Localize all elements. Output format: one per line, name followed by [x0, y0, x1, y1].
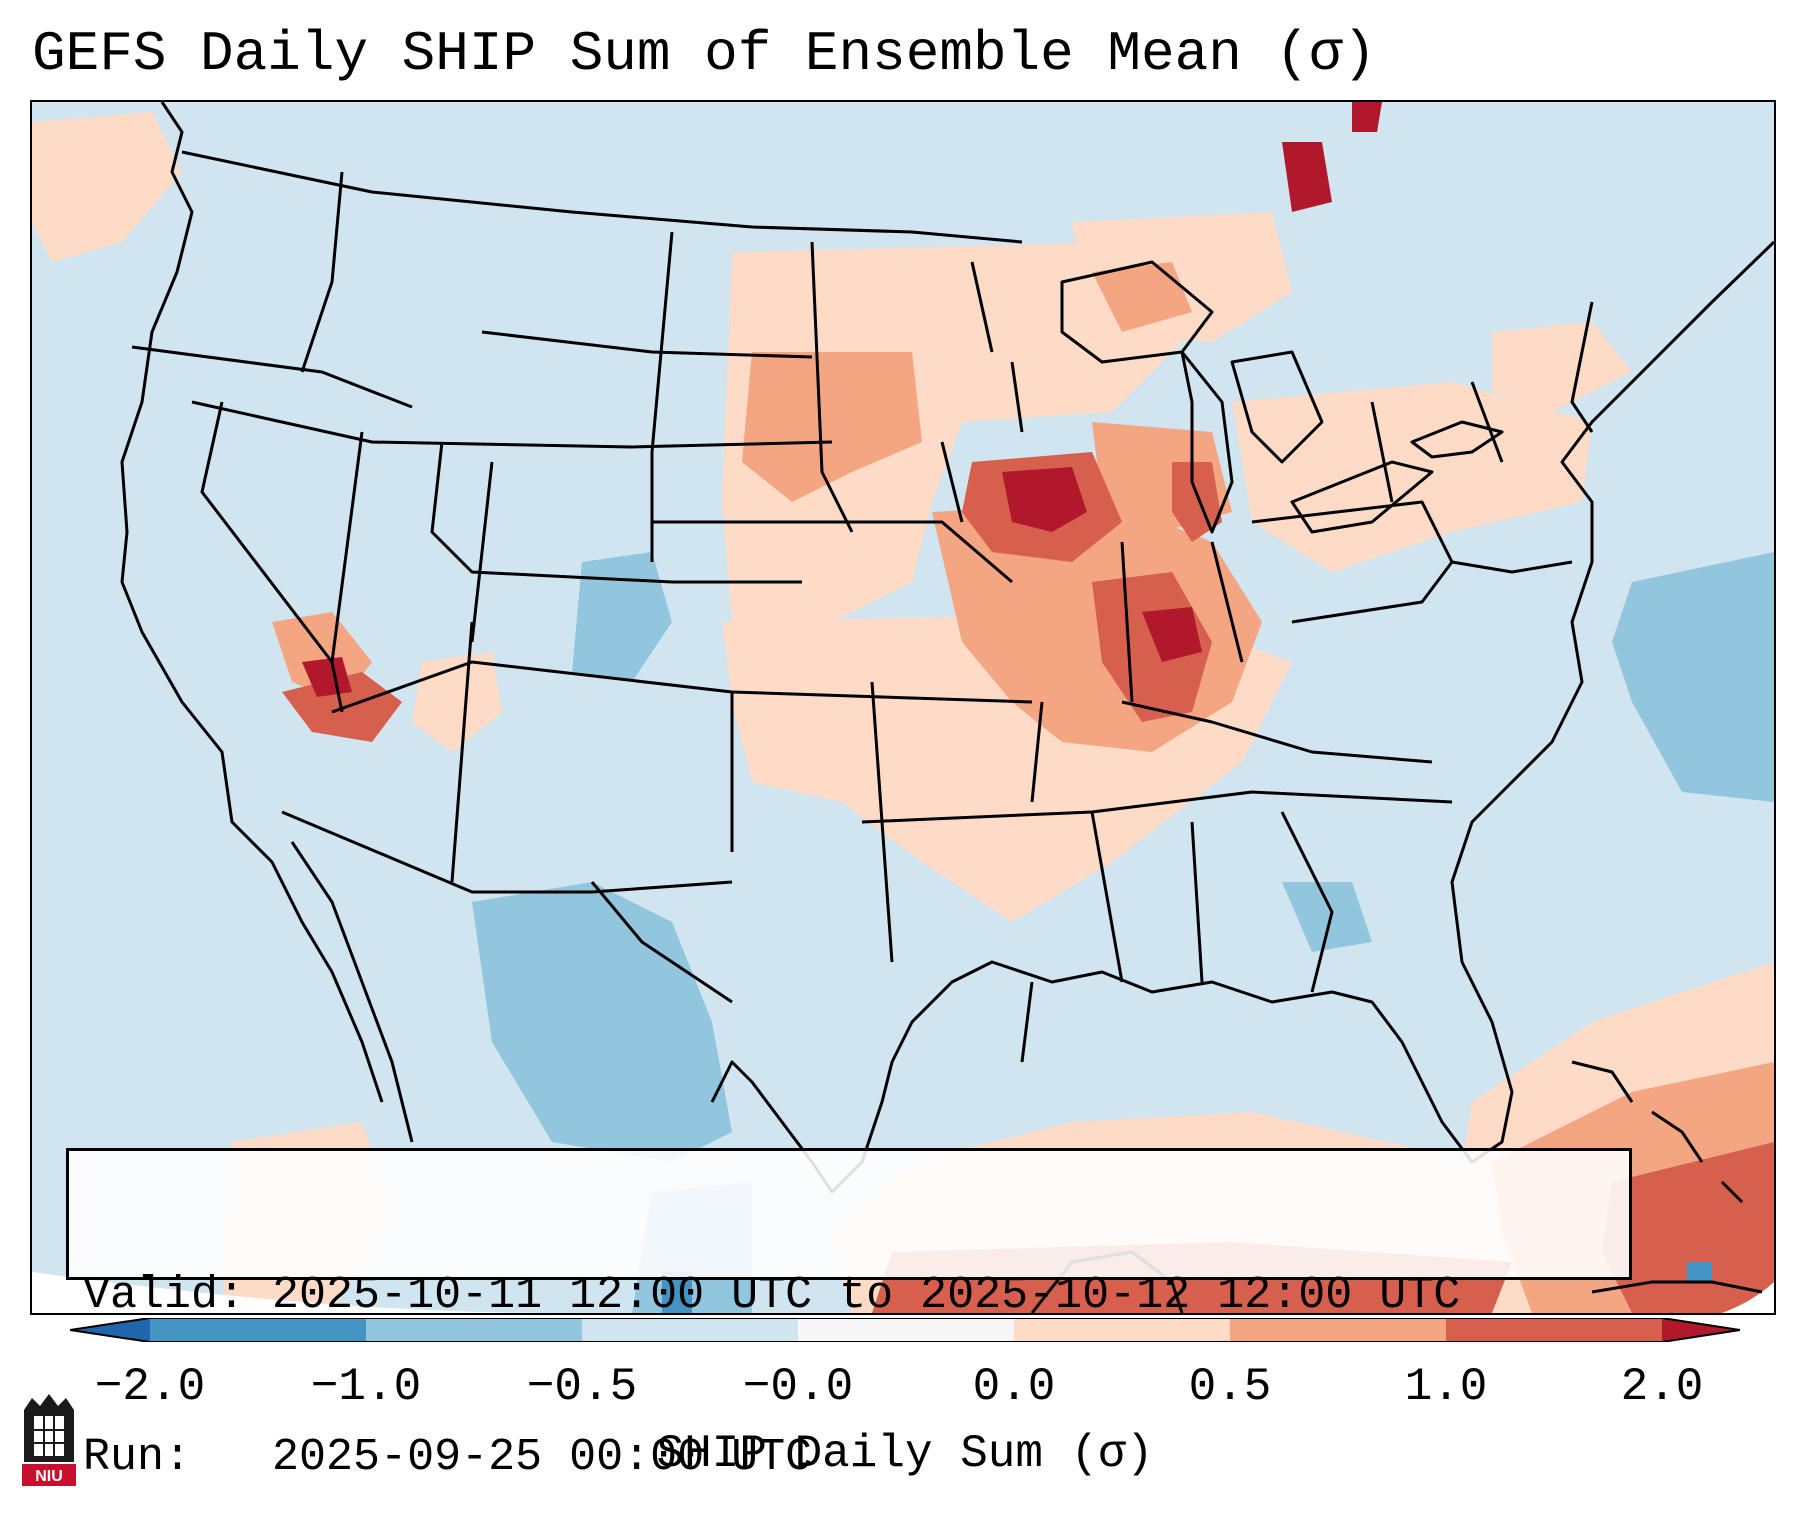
- niu-logo: NIU: [22, 1394, 76, 1486]
- colorbar-bin: [1230, 1318, 1446, 1342]
- colorbar-tick-label: 1.0: [1404, 1361, 1488, 1413]
- run-label: Run:: [83, 1432, 192, 1483]
- colorbar-label: SHIP Daily Sum (σ): [656, 1428, 1154, 1480]
- validity-info-box: Valid: 2025-10-11 12:00 UTC to 2025-10-1…: [66, 1148, 1632, 1483]
- colorbar-tick-label: 0.5: [1188, 1361, 1272, 1413]
- run-text: 2025-09-25 00:00 UTC: [272, 1432, 813, 1483]
- colorbar-bin: [1014, 1318, 1230, 1342]
- anomaly-negative-strong: [662, 1262, 1712, 1313]
- colorbar-tick-label: 2.0: [1620, 1361, 1704, 1413]
- map-domain-edge-left: [32, 1272, 552, 1313]
- colorbar-extend-high: [1662, 1318, 1740, 1342]
- map-canvas: [32, 102, 1774, 1313]
- anomaly-positive-extreme: [302, 102, 1382, 697]
- map-domain-edge-right: [1722, 1282, 1774, 1313]
- colorbar-bin: [798, 1318, 1014, 1342]
- valid-text: 2025-10-11 12:00 UTC to 2025-10-12 12:00…: [272, 1270, 1461, 1321]
- colorbar-bin: [150, 1318, 366, 1342]
- valid-label: Valid:: [83, 1270, 246, 1321]
- gulf-coastline: [710, 960, 1404, 1194]
- valid-row: Valid: 2025-10-11 12:00 UTC to 2025-10-1…: [83, 1269, 1615, 1323]
- colorbar-bin: [1446, 1318, 1662, 1342]
- map-panel: [30, 100, 1776, 1315]
- colorbar: [70, 1318, 1740, 1342]
- colorbar-tick-label: −0.0: [742, 1361, 854, 1413]
- pacific-coastline: [120, 102, 384, 1103]
- niu-logo-text: NIU: [35, 1468, 63, 1485]
- colorbar-tick-label: −1.0: [310, 1361, 422, 1413]
- colorbar-extend-low: [70, 1318, 150, 1342]
- colorbar-tick-label: 0.0: [972, 1361, 1056, 1413]
- caribbean-islands: [1571, 1060, 1763, 1294]
- colorbar-bin: [582, 1318, 798, 1342]
- run-row: Run: 2025-09-25 00:00 UTC: [83, 1431, 1615, 1485]
- colorbar-tick-label: −0.5: [526, 1361, 638, 1413]
- colorbar-bin: [366, 1318, 582, 1342]
- coastlines-borders: [120, 102, 1774, 1313]
- colorbar-tick-label: −2.0: [94, 1361, 206, 1413]
- map-title: GEFS Daily SHIP Sum of Ensemble Mean (σ): [32, 22, 1377, 86]
